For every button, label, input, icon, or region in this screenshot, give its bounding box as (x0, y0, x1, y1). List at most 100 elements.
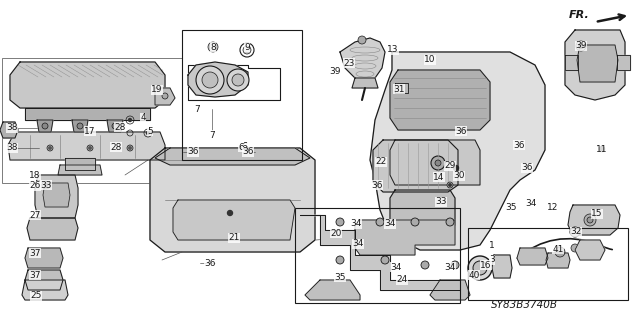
Polygon shape (22, 280, 68, 300)
Circle shape (211, 45, 215, 49)
Text: 37: 37 (29, 249, 41, 257)
Circle shape (162, 93, 168, 99)
Text: 34: 34 (390, 263, 402, 271)
Text: 33: 33 (435, 197, 447, 206)
Polygon shape (25, 270, 63, 290)
Polygon shape (25, 248, 63, 268)
Text: 25: 25 (30, 292, 42, 300)
Text: 34: 34 (352, 240, 364, 249)
Text: 13: 13 (387, 46, 399, 55)
Polygon shape (617, 55, 630, 70)
Circle shape (47, 145, 53, 151)
Text: 30: 30 (453, 172, 465, 181)
Polygon shape (25, 108, 150, 120)
Circle shape (555, 247, 565, 257)
Text: SY83B3740B: SY83B3740B (490, 300, 557, 310)
Polygon shape (37, 120, 53, 132)
Polygon shape (517, 248, 548, 265)
Polygon shape (390, 190, 455, 232)
Circle shape (45, 183, 47, 187)
Circle shape (454, 263, 456, 266)
Text: 34: 34 (384, 219, 396, 228)
Circle shape (147, 131, 150, 135)
Circle shape (579, 43, 584, 48)
Polygon shape (65, 158, 95, 170)
Polygon shape (27, 218, 78, 240)
Text: 20: 20 (330, 228, 342, 238)
Text: 27: 27 (29, 211, 41, 219)
Polygon shape (370, 52, 545, 250)
Polygon shape (352, 78, 378, 88)
Polygon shape (568, 205, 620, 235)
Circle shape (454, 166, 458, 170)
Text: 39: 39 (329, 68, 340, 77)
Text: 15: 15 (591, 210, 603, 219)
Circle shape (424, 263, 426, 266)
Polygon shape (305, 280, 360, 300)
Circle shape (571, 244, 579, 252)
Text: 33: 33 (40, 181, 52, 189)
Text: 18: 18 (29, 170, 41, 180)
Circle shape (49, 147, 51, 149)
Text: 36: 36 (188, 147, 199, 157)
Polygon shape (395, 83, 408, 93)
Circle shape (381, 256, 389, 264)
Circle shape (339, 220, 342, 224)
Circle shape (383, 258, 387, 262)
Circle shape (600, 146, 605, 152)
Text: 7: 7 (209, 130, 215, 139)
Circle shape (243, 46, 251, 54)
Circle shape (77, 123, 83, 129)
Polygon shape (58, 165, 102, 175)
Text: 41: 41 (552, 244, 564, 254)
Circle shape (336, 218, 344, 226)
Polygon shape (10, 62, 165, 108)
Polygon shape (565, 30, 625, 100)
Circle shape (587, 217, 593, 223)
Polygon shape (577, 45, 618, 82)
Text: 6: 6 (238, 143, 244, 152)
Circle shape (339, 258, 342, 262)
Circle shape (570, 227, 580, 237)
Text: 39: 39 (575, 41, 587, 50)
Circle shape (431, 156, 445, 170)
Text: 28: 28 (115, 122, 125, 131)
Polygon shape (355, 220, 455, 255)
Text: 34: 34 (350, 219, 362, 228)
Text: 6: 6 (241, 142, 247, 152)
Text: 40: 40 (468, 271, 480, 279)
Text: 35: 35 (334, 272, 346, 281)
Circle shape (232, 74, 244, 86)
Text: 8: 8 (210, 42, 216, 51)
Text: 29: 29 (444, 161, 456, 170)
Circle shape (227, 211, 232, 216)
Text: 36: 36 (204, 258, 216, 268)
Polygon shape (340, 38, 385, 82)
Text: 16: 16 (480, 261, 492, 270)
Circle shape (42, 123, 48, 129)
Circle shape (584, 214, 596, 226)
Text: 36: 36 (371, 181, 383, 189)
Polygon shape (565, 55, 578, 70)
Text: 11: 11 (596, 145, 608, 153)
Circle shape (227, 69, 249, 91)
Circle shape (89, 147, 92, 149)
Text: 36: 36 (513, 140, 525, 150)
Polygon shape (546, 253, 570, 268)
Circle shape (449, 184, 451, 186)
Polygon shape (155, 148, 310, 165)
Circle shape (468, 256, 492, 280)
Circle shape (127, 145, 133, 151)
Circle shape (376, 218, 384, 226)
Text: 22: 22 (376, 158, 387, 167)
Text: 31: 31 (393, 85, 404, 93)
Polygon shape (43, 183, 70, 207)
Polygon shape (390, 70, 490, 130)
Text: 10: 10 (424, 56, 436, 64)
Bar (2, 58, 182, 183)
Text: 36: 36 (521, 164, 532, 173)
Bar (295, 208, 460, 303)
Text: 37: 37 (29, 271, 41, 279)
Polygon shape (0, 122, 18, 138)
Circle shape (411, 218, 419, 226)
